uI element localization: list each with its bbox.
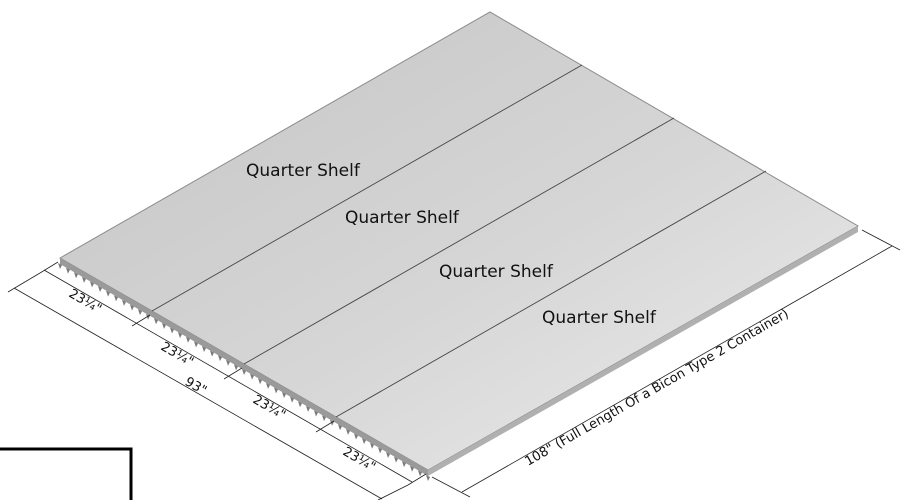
corrugation-tooth bbox=[322, 415, 326, 422]
corrugation-tooth bbox=[362, 438, 366, 445]
corrugation-tooth bbox=[90, 281, 94, 288]
corrugation-tooth bbox=[162, 322, 166, 329]
corrugation-tooth bbox=[98, 286, 102, 293]
corrugation-tooth bbox=[410, 465, 414, 472]
frame-corner bbox=[0, 447, 133, 500]
deck-front-edge bbox=[60, 258, 428, 476]
corrugation-tooth bbox=[218, 355, 222, 362]
panel-seam bbox=[243, 117, 675, 365]
corrugation-tooth bbox=[266, 382, 270, 389]
panel-label-2: Quarter Shelf bbox=[345, 208, 460, 228]
corrugation-tooth bbox=[202, 345, 206, 352]
corrugation-tooth bbox=[194, 341, 198, 348]
length-dimension bbox=[431, 229, 901, 498]
corrugation-tooth bbox=[122, 299, 126, 306]
corrugation-tooth bbox=[306, 405, 310, 412]
corrugation-tooth bbox=[74, 272, 78, 279]
total-width-dimension bbox=[7, 272, 409, 500]
corrugation-tooth bbox=[290, 396, 294, 403]
corrugation-tooth bbox=[170, 327, 174, 334]
deck-side-edge bbox=[428, 226, 858, 476]
panel-seam bbox=[335, 170, 767, 418]
corrugation-tooth bbox=[234, 364, 238, 371]
corrugation-tooth bbox=[242, 369, 246, 375]
corrugation-tooth bbox=[282, 392, 286, 399]
corrugation-tooth bbox=[130, 304, 134, 311]
total-width-label: 93" bbox=[182, 374, 209, 398]
corrugation-tooth bbox=[338, 424, 342, 431]
corrugation-tooth bbox=[314, 410, 318, 417]
corrugation-tooth bbox=[210, 350, 214, 357]
corrugation-tooth bbox=[378, 447, 382, 454]
corrugation-tooth bbox=[346, 428, 350, 435]
panel-label-3: Quarter Shelf bbox=[439, 262, 554, 282]
corrugation-tooth bbox=[386, 451, 390, 458]
panel-width-label-3: 23¼" bbox=[250, 392, 288, 423]
corrugation-tooth bbox=[418, 470, 422, 477]
corrugation-tooth bbox=[274, 387, 278, 394]
corrugation-tooth bbox=[178, 332, 182, 339]
panel-seam bbox=[151, 64, 583, 312]
corrugation-tooth bbox=[426, 475, 430, 481]
corrugation-tooth bbox=[138, 309, 142, 316]
corrugation-tooth bbox=[402, 461, 406, 468]
corrugation-tooth bbox=[154, 318, 158, 325]
corrugation-tooth bbox=[226, 359, 230, 366]
panel-width-label-2: 23¼" bbox=[158, 339, 196, 370]
panel-width-label-1: 23¼" bbox=[66, 286, 104, 317]
corrugation-tooth bbox=[250, 373, 254, 380]
corrugation-tooth bbox=[186, 336, 190, 343]
corrugation-tooth bbox=[354, 433, 358, 440]
corrugation-tooth bbox=[370, 442, 374, 449]
panel-width-label-4: 23¼" bbox=[340, 444, 378, 475]
corrugation-tooth bbox=[394, 456, 398, 463]
corrugation-tooth bbox=[258, 378, 262, 385]
corrugation-tooth bbox=[114, 295, 118, 302]
corrugation-tooth bbox=[66, 267, 70, 274]
panel-width-dimensions bbox=[39, 261, 427, 486]
panel-label-4: Quarter Shelf bbox=[542, 308, 657, 328]
corrugation-tooth bbox=[298, 401, 302, 408]
corrugation-tooth bbox=[82, 276, 86, 283]
corrugation-tooth bbox=[58, 263, 62, 269]
panel-label-1: Quarter Shelf bbox=[246, 161, 361, 181]
corrugation-tooth bbox=[106, 290, 110, 297]
